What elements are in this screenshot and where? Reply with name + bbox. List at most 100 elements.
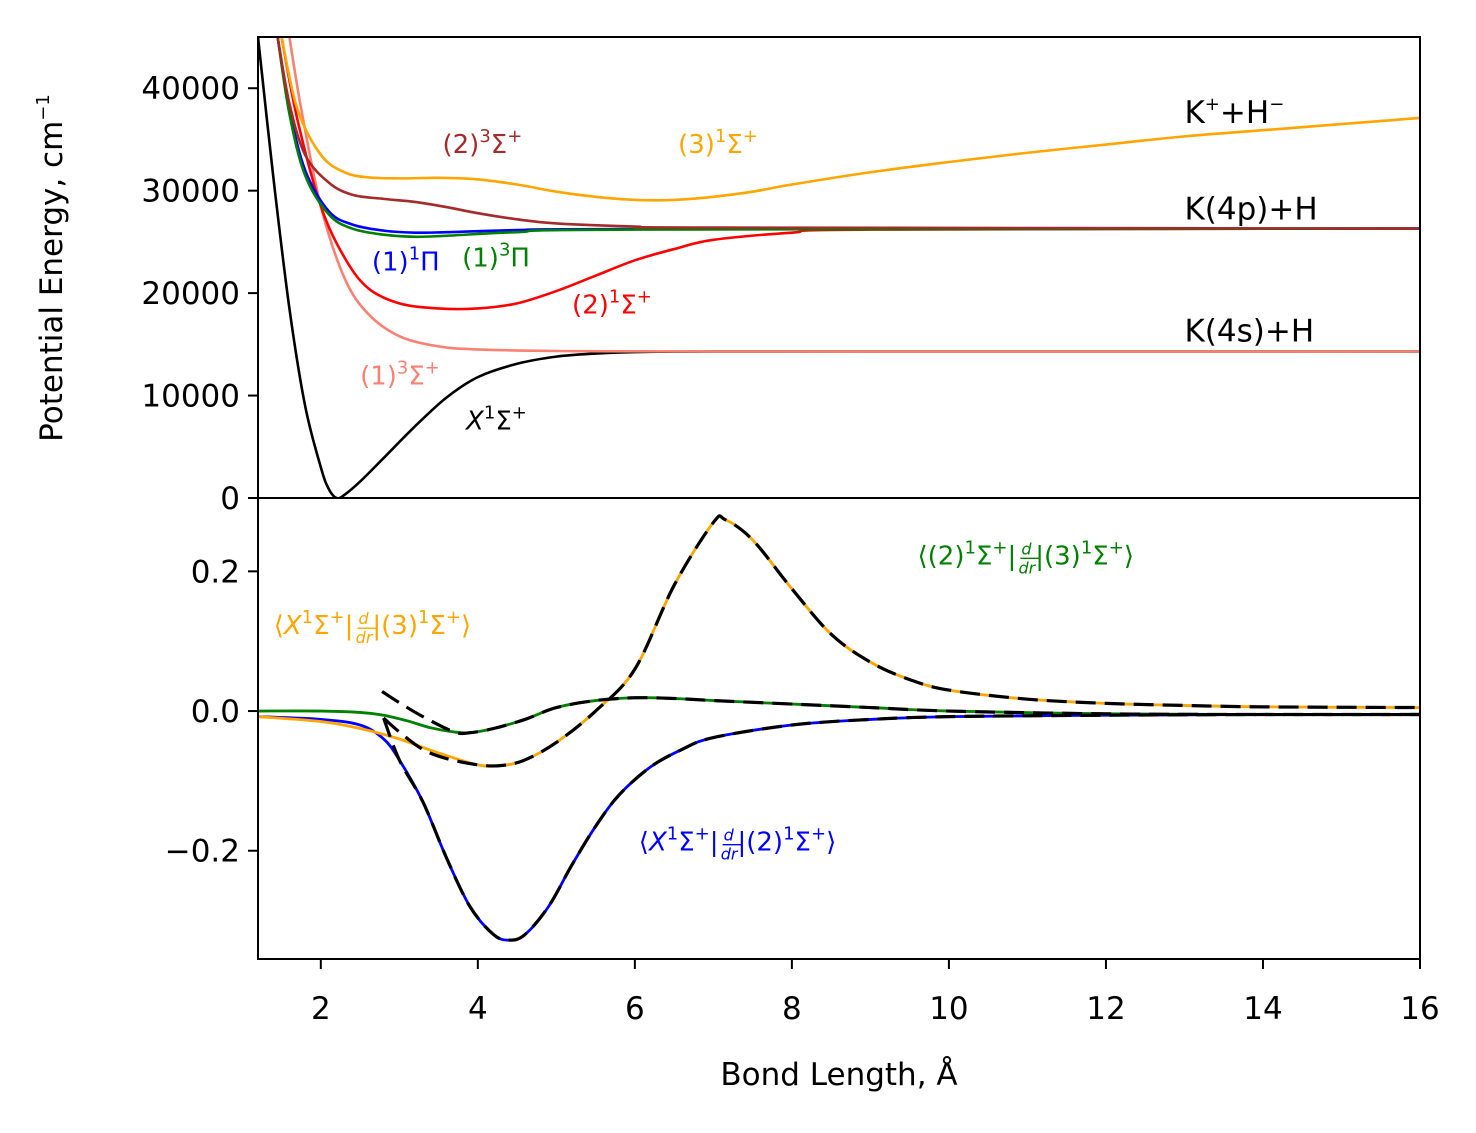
x-tick-label: 8 — [782, 991, 802, 1027]
state-label-superscript: 3 — [397, 357, 408, 378]
state-label-base: (3) — [678, 130, 715, 160]
potential-curve-5 — [276, 37, 1420, 239]
state-label-superscript: 3 — [499, 239, 510, 260]
x-tick-label: 16 — [1400, 991, 1439, 1027]
y-axis-label-text: Potential Energy, cm — [34, 121, 70, 442]
top-panel-curves — [258, 37, 1420, 498]
coupling-label-symbol: Σ — [678, 828, 694, 858]
state-label-symbol-superscript: + — [637, 287, 652, 308]
bottom-y-tick-label: 0.2 — [191, 554, 240, 590]
coupling-label-ket: (3) — [1044, 541, 1081, 571]
state-label-superscript: 1 — [409, 244, 420, 265]
coupling-label-bar: | — [710, 828, 719, 858]
coupling-label-superscript: 1 — [783, 824, 794, 845]
curve-labels: X1Σ+(1)3Σ+(2)1Σ+(1)1Π (1)3Π(2)3Σ+ (3)1Σ+K(… — [274, 94, 1318, 864]
reference-dashed-curve-5 — [382, 514, 1420, 768]
coupling-label-frac-num: d — [1021, 539, 1032, 558]
state-label-3: (2)1Σ+ — [572, 287, 652, 321]
state-label-7: (3)1Σ+ — [678, 126, 758, 160]
coupling-label-superscript: 1 — [302, 607, 313, 628]
state-label-symbol-superscript: + — [507, 126, 522, 147]
state-label-symbol: Σ — [726, 130, 742, 160]
state-label-base: (2) — [572, 291, 609, 321]
asymptote-label-1: K(4s)+H — [1184, 313, 1314, 349]
coupling-label-superscript: + — [695, 824, 710, 845]
state-label-base: (1) — [360, 361, 397, 391]
state-label-1: X1Σ+ — [464, 402, 527, 436]
coupling-label-symbol: Σ — [429, 611, 445, 641]
coupling-label-superscript: + — [330, 607, 345, 628]
state-label-symbol: Π — [510, 243, 530, 273]
coupling-label-bar: | — [372, 611, 381, 641]
state-label-symbol: Σ — [620, 291, 636, 321]
asymptote-label-base: K — [1184, 95, 1205, 131]
state-label-5: (1)3Π — [462, 239, 530, 273]
reference-dashed-curve-4 — [381, 690, 1420, 736]
asymptote-label-superscript: − — [1269, 94, 1284, 115]
coupling-label-superscript: + — [446, 607, 461, 628]
state-label-symbol-superscript: + — [512, 402, 527, 423]
asymptote-label-superscript: + — [1205, 94, 1220, 115]
state-label-symbol: Σ — [491, 130, 507, 160]
potential-curve-7 — [280, 37, 1420, 202]
coupling-label-superscript: 1 — [418, 607, 429, 628]
state-label-symbol: Σ — [408, 361, 424, 391]
top-y-tick-label: 20000 — [141, 276, 240, 312]
state-label-6: (2)3Σ+ — [443, 126, 523, 160]
coupling-label-superscript: 1 — [965, 537, 976, 558]
coupling-label-frac-den: dr — [356, 628, 374, 647]
state-label-base: (1) — [462, 243, 499, 273]
potential-curve-6 — [276, 37, 1420, 230]
x-tick-label: 6 — [625, 991, 645, 1027]
reference-dashed-curve-6 — [382, 712, 1420, 942]
state-label-base: X — [464, 406, 485, 436]
coupling-label-bracket: ⟩ — [826, 828, 836, 858]
coupling-label-frac-num: d — [359, 609, 370, 628]
x-tick-label: 2 — [311, 991, 331, 1027]
coupling-label-superscript: 1 — [1081, 537, 1092, 558]
coupling-label-bar: | — [737, 828, 746, 858]
x-tick-label: 12 — [1086, 991, 1125, 1027]
coupling-label-symbol: Σ — [976, 541, 992, 571]
state-label-superscript: 1 — [609, 287, 620, 308]
coupling-label-frac-den: dr — [1019, 558, 1037, 577]
coupling-label-bra: X — [647, 828, 668, 858]
coupling-label-superscript: + — [1109, 537, 1124, 558]
coupling-label-ket: (3) — [381, 611, 418, 641]
coupling-label-ket: (2) — [746, 828, 783, 858]
coupling-label-symbol: Σ — [1092, 541, 1108, 571]
state-label-base: (2) — [443, 130, 480, 160]
asymptote-label-middle: +H — [1220, 95, 1269, 131]
state-label-superscript: 3 — [479, 126, 490, 147]
coupling-label-bar: | — [1035, 541, 1044, 571]
state-label-superscript: 1 — [484, 402, 495, 423]
coupling-label-superscript: 1 — [667, 824, 678, 845]
coupling-label-bra: (2) — [928, 541, 965, 571]
state-label-symbol: Π — [420, 248, 440, 278]
asymptote-label-3: K++H− — [1184, 94, 1284, 131]
coupling-label-bracket: ⟨ — [639, 828, 649, 858]
coupling-label-bracket: ⟨ — [918, 541, 928, 571]
bottom-y-tick-label: −0.2 — [165, 834, 240, 870]
bottom-panel-curves — [258, 514, 1420, 942]
coupling-label-frac-num: d — [724, 826, 735, 845]
coupling-label-bracket: ⟩ — [1124, 541, 1134, 571]
x-tick-label: 4 — [468, 991, 488, 1027]
x-tick-label: 14 — [1243, 991, 1282, 1027]
coupling-label-symbol: Σ — [795, 828, 811, 858]
coupling-label-2: ⟨X1Σ+| d dr|(3)1Σ+⟩ — [274, 607, 471, 647]
top-y-tick-label: 40000 — [141, 71, 240, 107]
bottom-panel-frame — [257, 497, 1421, 960]
bottom-y-tick-label: 0.0 — [191, 694, 240, 730]
top-y-tick-label: 10000 — [141, 379, 240, 415]
state-label-symbol: Σ — [495, 406, 511, 436]
y-axis-label: Potential Energy, cm−1 — [33, 94, 70, 442]
y-axis-label-superscript: −1 — [33, 94, 54, 121]
coupling-label-superscript: + — [992, 537, 1007, 558]
state-label-4: (1)1Π — [372, 244, 440, 278]
coupling-label-bracket: ⟨ — [274, 611, 284, 641]
coupling-label-frac-den: dr — [721, 845, 739, 864]
